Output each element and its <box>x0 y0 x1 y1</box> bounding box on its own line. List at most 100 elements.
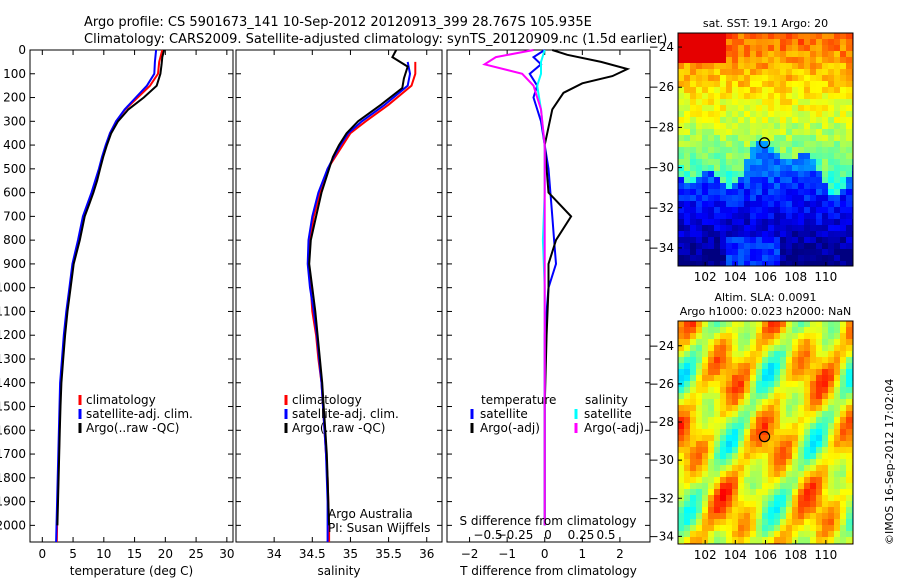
map-cell <box>714 141 721 148</box>
map-cell <box>786 477 793 484</box>
map-cell <box>756 123 763 130</box>
map-cell <box>828 489 835 496</box>
map-cell <box>696 339 703 346</box>
map-cell <box>840 531 847 538</box>
map-cell <box>786 225 793 232</box>
map-cell <box>816 471 823 478</box>
map-cell <box>738 501 745 508</box>
map-cell <box>750 435 757 442</box>
map-cell <box>726 507 733 514</box>
map-cell <box>762 411 769 418</box>
map-cell <box>810 93 817 100</box>
map-cell <box>750 501 757 508</box>
map-cell <box>702 411 709 418</box>
map-cell <box>822 81 829 88</box>
map-cell <box>786 393 793 400</box>
map-cell <box>828 219 835 226</box>
map-cell <box>828 195 835 202</box>
map-cell <box>822 531 829 538</box>
map-cell <box>816 63 823 70</box>
map-cell <box>768 75 775 82</box>
map-cell <box>816 45 823 52</box>
map-cell <box>720 261 727 266</box>
map-cell <box>726 231 733 238</box>
map-cell <box>780 507 787 514</box>
map-cell <box>702 75 709 82</box>
map-cell <box>714 243 721 250</box>
map-cell <box>786 141 793 148</box>
map-cell <box>798 201 805 208</box>
x-tick-label: 0 <box>38 547 46 561</box>
map-cell <box>840 399 847 406</box>
map-cell <box>834 381 841 388</box>
map-cell <box>840 393 847 400</box>
map-cell <box>762 105 769 112</box>
map-cell <box>738 69 745 76</box>
map-cell <box>726 459 733 466</box>
map-cell <box>780 387 787 394</box>
map-cell <box>738 441 745 448</box>
map-cell <box>750 159 757 166</box>
map-cell <box>696 507 703 514</box>
map-cell <box>810 387 817 394</box>
map-cell <box>696 153 703 160</box>
map-cell <box>768 531 775 538</box>
map-cell <box>708 231 715 238</box>
map-cell <box>696 243 703 250</box>
map-cell <box>840 51 847 58</box>
imos-watermark: ©IMOS 16-Sep-2012 17:02:04 <box>883 379 896 545</box>
map-cell <box>846 51 853 58</box>
map-cell <box>804 159 811 166</box>
map-cell <box>708 249 715 256</box>
map-cell <box>726 249 733 256</box>
legend-label: satellite <box>584 407 632 421</box>
map-cell <box>828 45 835 52</box>
map-cell <box>708 459 715 466</box>
map-cell <box>684 429 691 436</box>
map-cell <box>840 159 847 166</box>
map-cell <box>816 117 823 124</box>
map-cell <box>702 345 709 352</box>
map-cell <box>798 159 805 166</box>
map-cell <box>768 519 775 526</box>
map-cell <box>726 201 733 208</box>
map-cell <box>726 189 733 196</box>
map-cell <box>816 123 823 130</box>
map-cell <box>774 501 781 508</box>
map-cell <box>822 261 829 266</box>
map-cell <box>684 261 691 266</box>
map-cell <box>792 429 799 436</box>
map-cell <box>798 33 805 40</box>
map-cell <box>786 195 793 202</box>
map-cell <box>804 57 811 64</box>
map-cell <box>768 153 775 160</box>
map-cell <box>720 387 727 394</box>
map-cell <box>714 93 721 100</box>
map-cell <box>702 99 709 106</box>
map-cell <box>696 39 703 46</box>
map-cell <box>786 351 793 358</box>
map-cell <box>744 531 751 538</box>
map-cell <box>762 435 769 442</box>
map-cell <box>810 87 817 94</box>
pi-label: PI: Susan Wijffels <box>328 521 430 535</box>
map-cell <box>744 63 751 70</box>
map-cell <box>810 111 817 118</box>
map-cell <box>738 483 745 490</box>
map-cell <box>696 525 703 532</box>
map-cell <box>768 219 775 226</box>
map-cell <box>696 489 703 496</box>
map-cell <box>750 171 757 178</box>
map-cell <box>744 255 751 262</box>
y-tick-label: 1800 <box>0 471 26 485</box>
map-cell <box>840 465 847 472</box>
map-cell <box>798 405 805 412</box>
map-cell <box>708 507 715 514</box>
map-cell <box>678 369 685 376</box>
map-cell <box>684 477 691 484</box>
map-cell <box>768 243 775 250</box>
map-cell <box>780 537 787 544</box>
map-cell <box>798 429 805 436</box>
map-cell <box>690 321 697 328</box>
map-cell <box>714 459 721 466</box>
